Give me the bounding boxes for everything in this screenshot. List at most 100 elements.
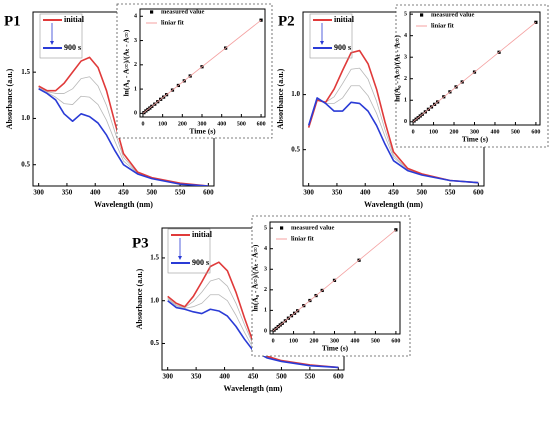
series-line	[307, 97, 479, 184]
x-tick-label: 300	[198, 121, 207, 127]
x-tick-label: 350	[191, 373, 202, 381]
x-tick-label: 200	[310, 338, 319, 344]
y-tick-label: 2	[404, 76, 407, 82]
series-line	[412, 22, 537, 123]
x-tick-label: 500	[417, 189, 428, 197]
x-axis-label: Time (s)	[322, 344, 349, 353]
series-line	[38, 56, 209, 186]
x-tick-label: 500	[511, 129, 520, 135]
y-tick-label: 1.0	[291, 90, 300, 98]
x-tick-label: 200	[450, 129, 459, 135]
plot-frame	[409, 11, 541, 126]
x-tick-label: 450	[118, 189, 129, 197]
legend-label: measured value	[291, 224, 335, 231]
y-tick-label: 0.5	[150, 339, 159, 347]
y-tick-label: 3	[134, 38, 137, 44]
y-tick-label: 3	[264, 267, 267, 273]
series-line	[38, 88, 209, 186]
y-tick-label: 1.0	[150, 296, 159, 304]
legend-box	[39, 13, 83, 59]
x-tick-label: 600	[333, 373, 344, 381]
legend-label: initial	[64, 15, 85, 24]
legend-label: 900 s	[334, 43, 351, 52]
y-axis-label: Absorbance (a.u.)	[135, 268, 144, 329]
x-axis-label: Time (s)	[462, 135, 489, 144]
y-tick-label: 5	[264, 226, 267, 232]
x-tick-label: 450	[248, 373, 259, 381]
legend-label: measured value	[431, 11, 475, 18]
y-tick-label: 2	[264, 287, 267, 293]
inset-box	[395, 4, 549, 148]
y-tick-label: 4	[404, 33, 407, 39]
x-tick-label: 500	[237, 121, 246, 127]
inset-box	[251, 215, 411, 357]
legend-swatch	[280, 226, 284, 230]
series-line	[167, 261, 339, 369]
legend-label: liniar fit	[291, 235, 315, 242]
y-tick-label: 5	[404, 12, 407, 18]
y-tick-label: 0	[134, 111, 137, 117]
x-tick-label: 600	[203, 189, 214, 197]
x-tick-label: 300	[303, 189, 314, 197]
x-tick-label: 300	[33, 189, 44, 197]
x-tick-label: 0	[412, 129, 415, 135]
x-tick-label: 100	[429, 129, 438, 135]
y-axis-label: ln(A₀ - A∞)/(Aₜ - A∞)	[122, 29, 131, 96]
x-tick-label: 550	[305, 373, 316, 381]
x-tick-label: 350	[62, 189, 73, 197]
x-tick-label: 400	[90, 189, 101, 197]
x-tick-label: 400	[219, 373, 230, 381]
y-tick-label: 1	[134, 86, 137, 92]
legend-label: initial	[192, 230, 213, 239]
x-tick-label: 400	[360, 189, 371, 197]
legend-swatch	[420, 13, 424, 17]
x-tick-label: 500	[147, 189, 158, 197]
y-tick-label: 2	[134, 62, 137, 68]
x-tick-label: 100	[289, 338, 298, 344]
x-axis-label: Wavelength (nm)	[224, 384, 283, 393]
x-tick-label: 500	[371, 338, 380, 344]
legend-label: 900 s	[64, 43, 81, 52]
x-tick-label: 200	[178, 121, 187, 127]
x-tick-label: 550	[175, 189, 186, 197]
y-tick-label: 1.0	[21, 114, 30, 122]
x-tick-label: 300	[162, 373, 173, 381]
legend-box	[309, 13, 353, 59]
series-line	[307, 49, 479, 184]
y-tick-label: 1	[404, 98, 407, 104]
x-tick-label: 0	[141, 121, 144, 127]
series-line	[142, 19, 262, 114]
y-axis-label: Absorbance (a.u.)	[276, 68, 285, 129]
legend-label: liniar fit	[161, 19, 185, 26]
legend-arrow-head	[320, 41, 324, 45]
plot-frame	[269, 221, 401, 335]
legend-label: 900 s	[192, 258, 209, 267]
legend-arrow-head	[50, 41, 54, 45]
x-tick-label: 350	[332, 189, 343, 197]
x-tick-label: 400	[217, 121, 226, 127]
x-axis-label: Time (s)	[189, 127, 216, 136]
y-tick-label: 3	[404, 55, 407, 61]
x-tick-label: 600	[531, 129, 540, 135]
x-axis-label: Wavelength (nm)	[364, 200, 423, 209]
y-tick-label: 0	[264, 328, 267, 334]
x-tick-label: 100	[158, 121, 167, 127]
legend-box	[167, 228, 211, 274]
x-tick-label: 450	[388, 189, 399, 197]
y-tick-label: 0.5	[291, 145, 300, 153]
legend-label: initial	[334, 15, 355, 24]
x-tick-label: 600	[391, 338, 400, 344]
x-tick-label: 600	[257, 121, 266, 127]
legend-label: measured value	[161, 8, 205, 15]
legend-arrow-head	[178, 256, 182, 260]
panel-label: P2	[278, 13, 295, 29]
legend-label: liniar fit	[431, 22, 455, 29]
y-tick-label: 1.5	[150, 254, 159, 262]
y-axis-label: ln(A₀ - A∞)/(Aₜ - A∞)	[393, 35, 402, 102]
y-tick-label: 4	[134, 14, 137, 20]
panel-label: P3	[132, 235, 149, 251]
panel-label: P1	[4, 13, 21, 29]
x-tick-label: 400	[490, 129, 499, 135]
x-tick-label: 600	[473, 189, 484, 197]
